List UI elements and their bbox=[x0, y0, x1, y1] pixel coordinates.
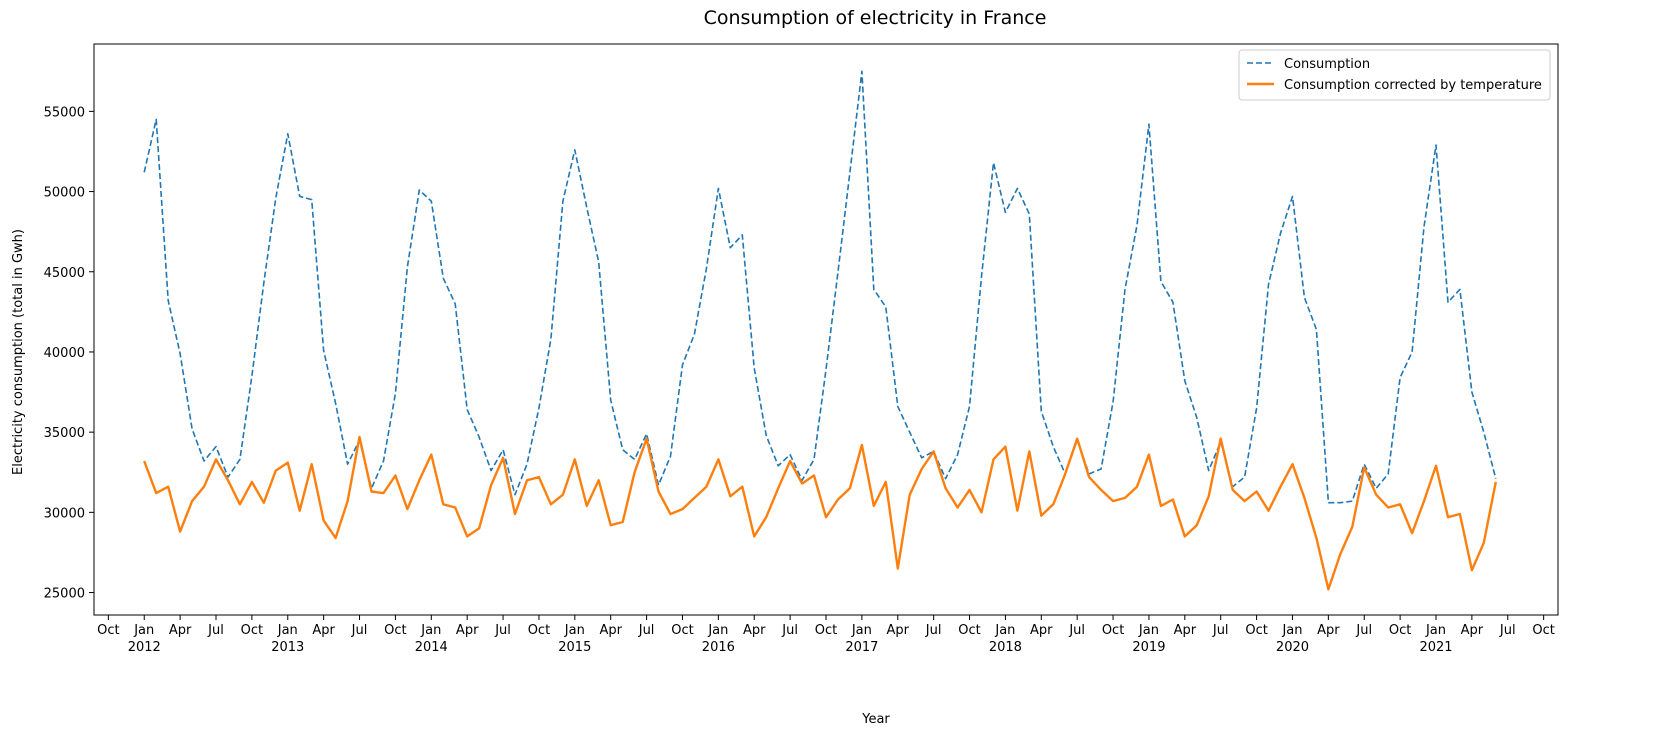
x-tick-label: Oct bbox=[97, 623, 119, 638]
x-tick-label: Oct bbox=[384, 623, 406, 638]
x-tick-label: Jul bbox=[351, 623, 368, 638]
y-tick-label: 40000 bbox=[44, 346, 85, 361]
x-tick-label: Oct bbox=[241, 623, 263, 638]
x-tick-label: Apr bbox=[887, 623, 910, 638]
y-tick-label: 35000 bbox=[44, 426, 85, 441]
chart-title: Consumption of electricity in France bbox=[704, 7, 1047, 29]
x-tick-label: Oct bbox=[528, 623, 550, 638]
x-tick-label: Jan bbox=[1281, 623, 1302, 638]
y-tick-label: 45000 bbox=[44, 266, 85, 281]
x-tick-label: Jul bbox=[1068, 623, 1085, 638]
x-tick-year-label: 2017 bbox=[845, 640, 878, 655]
x-tick-label: Oct bbox=[1389, 623, 1411, 638]
x-tick-label: Apr bbox=[599, 623, 622, 638]
x-tick-year-label: 2014 bbox=[415, 640, 448, 655]
x-tick-label: Oct bbox=[1532, 623, 1554, 638]
x-tick-label: Jul bbox=[494, 623, 511, 638]
x-tick-year-label: 2020 bbox=[1276, 640, 1309, 655]
x-tick-label: Apr bbox=[1174, 623, 1197, 638]
x-tick-year-label: 2019 bbox=[1132, 640, 1165, 655]
x-tick-year-label: 2012 bbox=[128, 640, 161, 655]
y-tick-label: 50000 bbox=[44, 186, 85, 201]
legend: Consumption Consumption corrected by temp… bbox=[1238, 49, 1551, 101]
legend-label-0: Consumption bbox=[1284, 57, 1370, 72]
x-tick-label: Jul bbox=[1499, 623, 1516, 638]
x-tick-label: Oct bbox=[958, 623, 980, 638]
x-tick-year-label: 2021 bbox=[1419, 640, 1452, 655]
x-tick-label: Jul bbox=[925, 623, 942, 638]
x-tick-label: Oct bbox=[671, 623, 693, 638]
x-tick-label: Apr bbox=[169, 623, 192, 638]
legend-label-1: Consumption corrected by temperature bbox=[1284, 78, 1542, 93]
x-tick-label: Jan bbox=[277, 623, 298, 638]
x-tick-year-label: 2015 bbox=[558, 640, 591, 655]
series-line-1 bbox=[143, 435, 1497, 591]
y-tick-label: 30000 bbox=[44, 506, 85, 521]
x-tick-label: Jan bbox=[1425, 623, 1446, 638]
x-tick-label: Jul bbox=[1212, 623, 1229, 638]
x-tick-label: Oct bbox=[815, 623, 837, 638]
x-tick-label: Jan bbox=[707, 623, 728, 638]
x-tick-label: Apr bbox=[1461, 623, 1484, 638]
x-tick-label: Oct bbox=[1245, 623, 1267, 638]
y-tick-label: 55000 bbox=[44, 105, 85, 120]
x-tick-label: Oct bbox=[1102, 623, 1124, 638]
x-tick-year-label: 2018 bbox=[989, 640, 1022, 655]
x-tick-label: Jul bbox=[638, 623, 655, 638]
series-line-0 bbox=[143, 70, 1497, 504]
x-tick-label: Jan bbox=[133, 623, 154, 638]
x-tick-label: Apr bbox=[1030, 623, 1053, 638]
x-tick-year-label: 2016 bbox=[702, 640, 735, 655]
x-tick-label: Jul bbox=[781, 623, 798, 638]
x-tick-label: Apr bbox=[312, 623, 335, 638]
x-tick-label: Jul bbox=[207, 623, 224, 638]
y-axis-label: Electricity consumption (total in Gwh) bbox=[11, 229, 26, 475]
x-tick-label: Jan bbox=[564, 623, 585, 638]
legend-box bbox=[1238, 49, 1551, 101]
x-axis-label: Year bbox=[861, 712, 890, 727]
x-tick-label: Jan bbox=[420, 623, 441, 638]
x-tick-label: Apr bbox=[456, 623, 479, 638]
x-tick-year-label: 2013 bbox=[271, 640, 304, 655]
x-tick-label: Jan bbox=[1138, 623, 1159, 638]
x-tick-label: Apr bbox=[743, 623, 766, 638]
x-tick-label: Jan bbox=[994, 623, 1015, 638]
x-tick-label: Apr bbox=[1317, 623, 1340, 638]
x-tick-label: Jan bbox=[851, 623, 872, 638]
plot-frame bbox=[93, 43, 1559, 616]
plot-area: 25000 30000 35000 40000 45000 50000 55000 Oct Ja… bbox=[44, 43, 1559, 655]
x-tick-label: Jul bbox=[1355, 623, 1372, 638]
y-tick-label: 25000 bbox=[44, 587, 85, 602]
